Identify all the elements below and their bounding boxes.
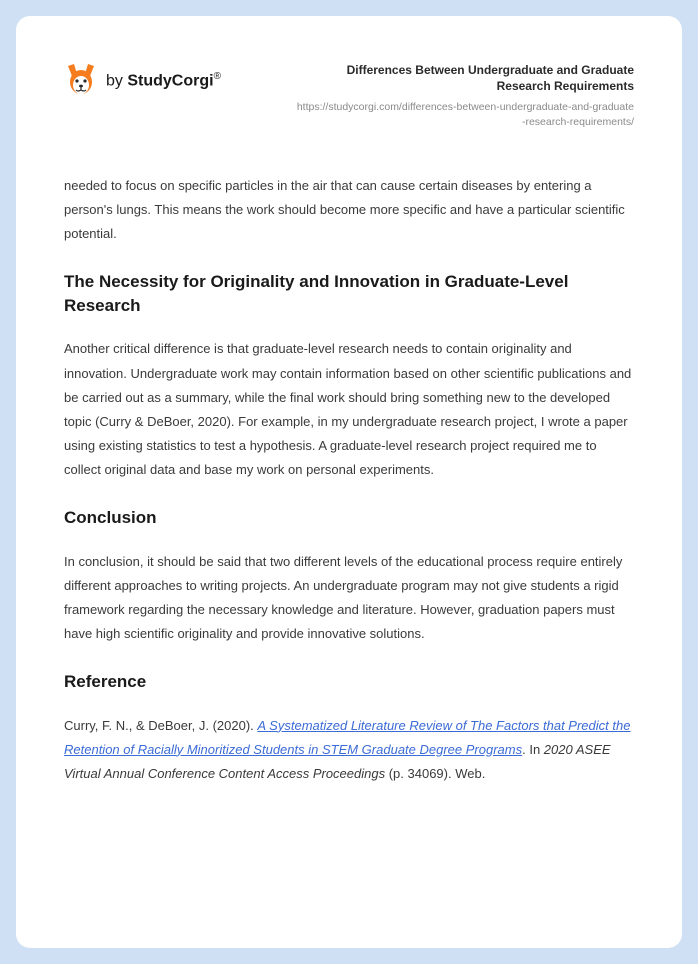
paragraph-conclusion: In conclusion, it should be said that tw… (64, 550, 634, 646)
brand-name: StudyCorgi (127, 73, 213, 90)
document-page: by StudyCorgi® Differences Between Under… (16, 16, 682, 948)
brand-reg: ® (214, 71, 221, 82)
corgi-logo-icon (64, 62, 98, 100)
paragraph-necessity: Another critical difference is that grad… (64, 337, 634, 481)
document-title: Differences Between Undergraduate and Gr… (294, 62, 634, 94)
brand-text: by StudyCorgi® (106, 71, 221, 90)
ref-suffix: (p. 34069). Web. (385, 766, 485, 781)
heading-necessity: The Necessity for Originality and Innova… (64, 270, 634, 318)
intro-fragment-paragraph: needed to focus on specific particles in… (64, 174, 634, 246)
brand-by: by (106, 73, 127, 90)
document-url: https://studycorgi.com/differences-betwe… (294, 100, 634, 129)
heading-conclusion: Conclusion (64, 506, 634, 530)
header: by StudyCorgi® Differences Between Under… (64, 62, 634, 130)
header-meta: Differences Between Undergraduate and Gr… (294, 62, 634, 130)
brand: by StudyCorgi® (64, 62, 221, 100)
reference-entry: Curry, F. N., & DeBoer, J. (2020). A Sys… (64, 714, 634, 786)
heading-reference: Reference (64, 670, 634, 694)
ref-mid: . In (522, 742, 544, 757)
ref-prefix: Curry, F. N., & DeBoer, J. (2020). (64, 718, 257, 733)
